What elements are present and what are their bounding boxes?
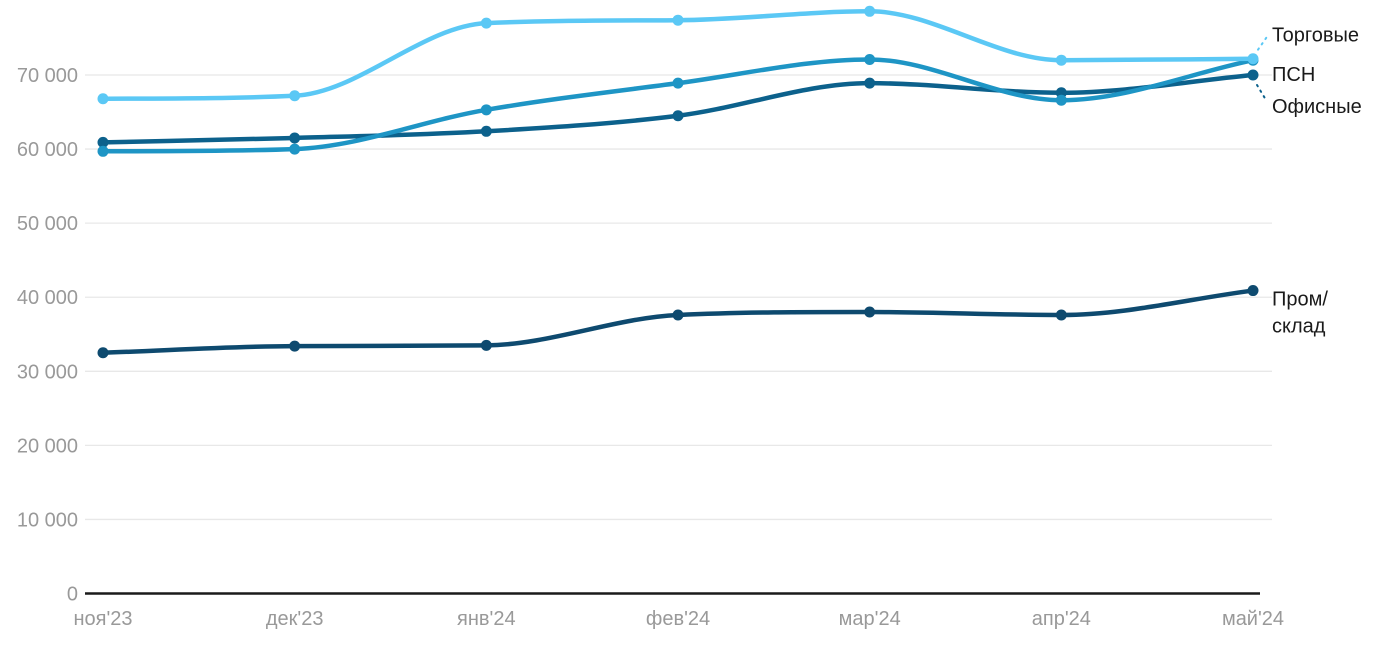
- dot-ofisnye-4: [864, 77, 876, 89]
- y-tick-label: 70 000: [17, 65, 78, 87]
- dot-torgovye-4: [864, 5, 876, 17]
- y-tick-label: 40 000: [17, 287, 78, 309]
- leader-torgovye: [1257, 35, 1268, 51]
- x-tick-label-5: апр'24: [1032, 608, 1091, 630]
- x-tick-label-0: ноя'23: [73, 608, 132, 630]
- leader-ofisnye: [1256, 84, 1267, 102]
- y-tick-label: 10 000: [17, 509, 78, 531]
- y-tick-label: 0: [67, 584, 78, 606]
- dot-torgovye-6: [1247, 53, 1259, 65]
- dot-ofisnye-2: [480, 125, 492, 137]
- series-label-ofisnye: Офисные: [1272, 96, 1362, 118]
- x-tick-label-2: янв'24: [457, 608, 516, 630]
- dot-torgovye-5: [1055, 54, 1067, 66]
- x-tick-label-1: дек'23: [266, 608, 324, 630]
- series-label-psn: ПСН: [1272, 64, 1315, 86]
- dot-psn-4: [864, 53, 876, 65]
- dot-prom-sklad-3: [672, 309, 684, 321]
- x-tick-label-3: фев'24: [646, 608, 710, 630]
- dot-prom-sklad-2: [480, 339, 492, 351]
- y-tick-label: 50 000: [17, 213, 78, 235]
- dot-prom-sklad-4: [864, 306, 876, 318]
- dot-prom-sklad-1: [289, 340, 301, 352]
- dot-psn-3: [672, 77, 684, 89]
- y-tick-label: 60 000: [17, 139, 78, 161]
- dot-ofisnye-6: [1247, 69, 1259, 81]
- dot-psn-0: [97, 145, 109, 157]
- x-tick-label-6: май'24: [1222, 608, 1284, 630]
- series-label-prom-sklad: склад: [1272, 316, 1326, 338]
- dot-prom-sklad-0: [97, 347, 109, 359]
- dot-psn-1: [289, 143, 301, 155]
- dot-ofisnye-3: [672, 110, 684, 122]
- dot-torgovye-2: [480, 17, 492, 29]
- dot-psn-5: [1055, 94, 1067, 106]
- y-tick-label: 30 000: [17, 361, 78, 383]
- series-label-torgovye: Торговые: [1272, 25, 1359, 47]
- dot-ofisnye-0: [97, 136, 109, 148]
- dot-torgovye-0: [97, 93, 109, 105]
- dot-torgovye-1: [289, 90, 301, 102]
- y-tick-label: 20 000: [17, 435, 78, 457]
- line-prom-sklad: [100, 288, 1256, 356]
- x-tick-label-4: мар'24: [839, 608, 901, 630]
- dot-prom-sklad-6: [1247, 285, 1259, 297]
- dot-psn-2: [480, 104, 492, 116]
- dot-prom-sklad-5: [1055, 309, 1067, 321]
- dot-ofisnye-1: [289, 132, 301, 144]
- series-label-prom-sklad: Пром/: [1272, 289, 1328, 311]
- dot-torgovye-3: [672, 14, 684, 26]
